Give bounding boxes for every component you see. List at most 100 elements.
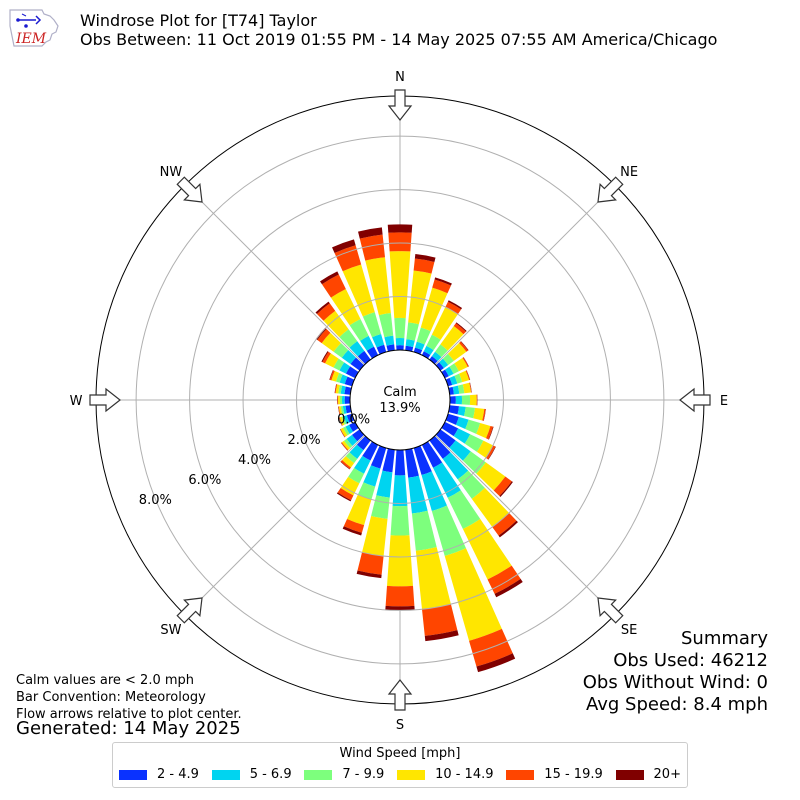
- wind-bar-segment: [469, 382, 472, 393]
- wind-bar-segment: [371, 495, 390, 519]
- wind-bar-segment: [376, 470, 393, 498]
- wind-bar-segment: [357, 552, 384, 575]
- wind-bar-segment: [345, 452, 358, 464]
- wind-bar-segment: [476, 422, 491, 439]
- summary-heading: Summary: [681, 628, 768, 649]
- wind-bar-segment: [433, 462, 461, 498]
- wind-bar-segment: [447, 300, 463, 310]
- wind-bar-segment: [413, 347, 423, 355]
- wind-bar-segment: [488, 446, 496, 460]
- wind-bar-segment: [363, 465, 381, 487]
- wind-bar-segment: [449, 440, 471, 461]
- calm-note: Calm values are < 2.0 mph: [16, 673, 195, 688]
- direction-label: SW: [160, 623, 181, 638]
- wind-bar-segment: [358, 227, 383, 239]
- wind-bar-segment: [426, 334, 441, 351]
- legend-title: Wind Speed [mph]: [339, 746, 461, 761]
- wind-bar-segment: [499, 481, 513, 497]
- bar-convention-note: Bar Convention: Meteorology: [16, 690, 206, 705]
- wind-bar-segment: [337, 395, 339, 405]
- wind-bar-segment: [333, 342, 349, 358]
- flow-arrow-icon: [387, 89, 413, 121]
- wind-bar-segment: [445, 377, 453, 387]
- grid-spoke: [435, 435, 616, 616]
- calm-circle: [349, 349, 451, 451]
- iem-logo: IEM: [9, 9, 59, 47]
- radial-tick-label: 4.0%: [238, 453, 271, 468]
- wind-bar-segment: [316, 303, 336, 321]
- grid-spoke: [184, 435, 365, 616]
- wind-bar-segment: [460, 341, 469, 351]
- wind-bar-segment: [435, 429, 456, 448]
- wind-bar-segment: [345, 405, 352, 414]
- wind-bar-segment: [454, 373, 463, 384]
- wind-bar-segment: [343, 438, 353, 449]
- wind-bar-segment: [340, 442, 348, 451]
- wind-bar-segment: [424, 630, 459, 642]
- wind-bar-segment: [370, 445, 387, 469]
- legend-item: 10 - 14.9: [397, 767, 494, 782]
- wind-bar-segment: [339, 362, 351, 374]
- direction-label: NE: [620, 165, 638, 180]
- wind-bar-segment: [420, 287, 448, 332]
- wind-bar-segment: [342, 264, 375, 317]
- legend-label: 10 - 14.9: [435, 767, 494, 782]
- wind-bar-segment: [339, 395, 343, 405]
- radial-tick-label: 8.0%: [139, 493, 172, 508]
- legend-item: 15 - 19.9: [506, 767, 603, 782]
- wind-bar-segment: [343, 518, 365, 533]
- wind-bar-segment: [359, 234, 385, 261]
- wind-bar-segment: [459, 370, 470, 383]
- legend-item: 2 - 4.9: [119, 767, 199, 782]
- wind-bar-segment: [345, 424, 354, 434]
- wind-bar-segment: [469, 394, 477, 406]
- summary-box: Summary Obs Used: 46212 Obs Without Wind…: [583, 628, 768, 716]
- wind-bar-segment: [405, 339, 415, 348]
- wind-bar-segment: [413, 445, 432, 476]
- wind-bar-segment: [342, 526, 362, 536]
- wind-bar-segment: [476, 462, 506, 491]
- wind-bar-segment: [439, 358, 449, 369]
- wind-bar-segment: [444, 548, 502, 641]
- wind-bar-segment: [349, 319, 369, 341]
- wind-bar-segment: [341, 395, 345, 405]
- wind-bar-segment: [321, 351, 329, 363]
- legend-items: 2 - 4.9 5 - 6.9 7 - 9.9 10 - 14.9 15 - 1…: [119, 767, 681, 782]
- wind-bar-segment: [469, 382, 472, 393]
- wind-bar-segment: [492, 512, 517, 536]
- chart-title: Windrose Plot for [T74] Taylor: [80, 11, 317, 30]
- wind-bar-segment: [390, 505, 410, 536]
- wind-bar-segment: [362, 441, 379, 461]
- wind-bar-segment: [356, 570, 382, 579]
- calm-value: 13.9%: [379, 401, 420, 416]
- wind-bar-segment: [340, 406, 345, 415]
- wind-bar-segment: [321, 274, 346, 298]
- wind-bar-segment: [333, 358, 345, 371]
- wind-bar-segment: [498, 520, 518, 538]
- wind-bar-segment: [334, 384, 338, 394]
- wind-bar-segment: [337, 395, 340, 405]
- wind-bar-segment: [465, 419, 481, 434]
- wind-bar-segment: [351, 429, 365, 442]
- wind-bar-segment: [452, 385, 460, 395]
- svg-text:IEM: IEM: [15, 31, 47, 47]
- legend: Wind Speed [mph] 2 - 4.9 5 - 6.9 7 - 9.9…: [112, 742, 688, 788]
- wind-bar-segment: [455, 416, 469, 430]
- wind-bar-segment: [476, 394, 478, 406]
- generated-date: Generated: 14 May 2025: [16, 718, 241, 739]
- wind-bar-segment: [421, 351, 431, 359]
- wind-bar-segment: [493, 476, 512, 497]
- wind-bar-segment: [476, 653, 516, 673]
- wind-bar-segment: [406, 322, 419, 341]
- legend-swatch: [304, 769, 333, 780]
- legend-swatch: [211, 769, 240, 780]
- wind-bar-segment: [378, 313, 394, 338]
- wind-bar-segment: [471, 487, 510, 527]
- wind-bar-segment: [341, 416, 347, 425]
- flow-arrow-icon: [679, 387, 711, 413]
- wind-bar-segment: [338, 406, 343, 415]
- wind-bar-segment: [343, 415, 350, 424]
- wind-bar-segment: [339, 329, 358, 348]
- wind-bar-segment: [455, 322, 467, 332]
- wind-bar-segment: [488, 426, 494, 440]
